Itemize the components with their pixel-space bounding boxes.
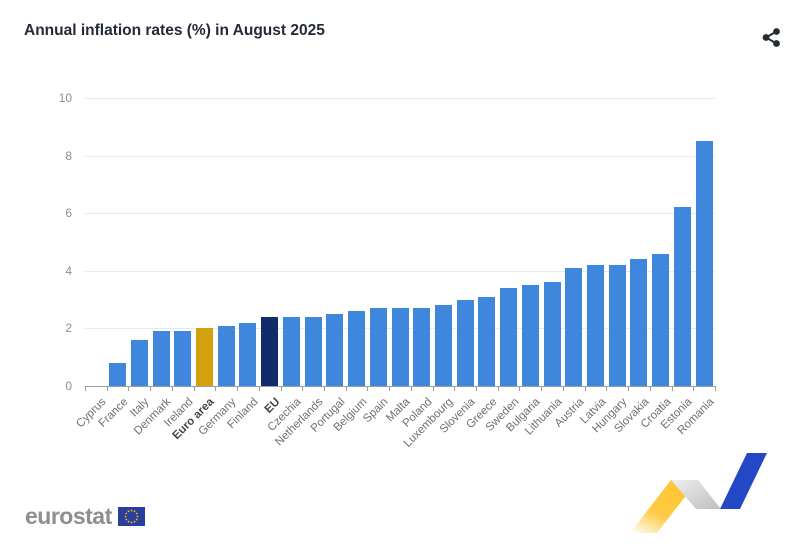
bar-luxembourg[interactable] xyxy=(434,305,452,386)
x-axis-tick xyxy=(606,386,608,391)
x-axis-tick xyxy=(476,386,478,391)
bar-lithuania[interactable] xyxy=(543,282,561,386)
x-axis-tick xyxy=(432,386,434,391)
x-axis-tick xyxy=(258,386,260,391)
bar-hungary[interactable] xyxy=(608,265,626,386)
bar-portugal[interactable] xyxy=(326,314,344,386)
x-axis-tick xyxy=(584,386,586,391)
x-axis-tick xyxy=(410,386,412,391)
x-axis-tick xyxy=(715,386,716,391)
zigzag-trend-icon xyxy=(630,453,767,533)
bar-finland[interactable] xyxy=(239,322,257,386)
bar-belgium[interactable] xyxy=(348,311,366,386)
x-axis-tick xyxy=(345,386,347,391)
x-axis-tick xyxy=(541,386,543,391)
bar-spain[interactable] xyxy=(369,308,387,386)
x-axis-tick xyxy=(171,386,173,391)
bar-ireland[interactable] xyxy=(174,331,192,386)
gridline-4 xyxy=(85,270,715,272)
chart-title: Annual inflation rates (%) in August 202… xyxy=(24,22,325,39)
bar-croatia[interactable] xyxy=(652,253,670,386)
bar-netherlands[interactable] xyxy=(304,316,322,386)
bar-italy[interactable] xyxy=(130,339,148,386)
x-axis-tick xyxy=(497,386,499,391)
x-axis-tick xyxy=(237,386,239,391)
y-axis-tick-label-2: 2 xyxy=(65,321,72,336)
x-axis-tick xyxy=(519,386,521,391)
x-axis-tick xyxy=(367,386,369,391)
x-axis-tick xyxy=(150,386,152,391)
x-axis-tick xyxy=(128,386,130,391)
x-axis-tick xyxy=(215,386,217,391)
y-axis-tick-label-6: 6 xyxy=(65,206,72,221)
gridline-6 xyxy=(85,213,715,215)
bar-euro-area[interactable] xyxy=(195,328,213,386)
bar-slovakia[interactable] xyxy=(630,259,648,386)
gridline-8 xyxy=(85,155,715,157)
share-button[interactable] xyxy=(759,25,785,51)
x-axis-tick xyxy=(628,386,630,391)
bar-sweden[interactable] xyxy=(500,288,518,386)
x-axis-tick xyxy=(302,386,304,391)
bar-romania[interactable] xyxy=(695,141,713,386)
x-axis-tick xyxy=(693,386,695,391)
bar-latvia[interactable] xyxy=(587,265,605,386)
y-axis-tick-label-4: 4 xyxy=(65,263,72,278)
y-axis-tick-label-8: 8 xyxy=(65,148,72,163)
bar-denmark[interactable] xyxy=(152,331,170,386)
x-axis-tick xyxy=(106,386,108,391)
x-axis-tick xyxy=(85,386,86,391)
bar-greece[interactable] xyxy=(478,296,496,386)
bar-germany[interactable] xyxy=(217,325,235,386)
x-axis-tick xyxy=(280,386,282,391)
eurostat-logo[interactable]: eurostat xyxy=(25,503,145,530)
bar-malta[interactable] xyxy=(391,308,409,386)
x-axis-line xyxy=(85,386,715,387)
y-axis-tick-label-0: 0 xyxy=(65,379,72,393)
bar-czechia[interactable] xyxy=(282,316,300,386)
x-axis-tick xyxy=(671,386,673,391)
bar-bulgaria[interactable] xyxy=(521,285,539,386)
gridline-10 xyxy=(85,98,715,99)
y-axis-tick-label-10: 10 xyxy=(58,91,72,105)
x-axis-tick xyxy=(323,386,325,391)
bar-estonia[interactable] xyxy=(673,207,691,386)
x-axis-tick xyxy=(389,386,391,391)
x-axis-tick xyxy=(454,386,456,391)
bar-poland[interactable] xyxy=(413,308,431,386)
bar-eu[interactable] xyxy=(261,316,279,386)
eu-flag-stars xyxy=(124,509,139,524)
bar-austria[interactable] xyxy=(565,267,583,386)
x-axis-tick xyxy=(649,386,651,391)
x-axis-tick xyxy=(193,386,195,391)
eurostat-logo-text: eurostat xyxy=(25,503,112,529)
plot-area xyxy=(85,98,716,391)
bar-slovenia[interactable] xyxy=(456,299,474,386)
x-axis-tick xyxy=(562,386,564,391)
share-icon xyxy=(762,28,780,47)
eu-flag-icon xyxy=(117,507,145,526)
bar-france[interactable] xyxy=(109,362,127,386)
